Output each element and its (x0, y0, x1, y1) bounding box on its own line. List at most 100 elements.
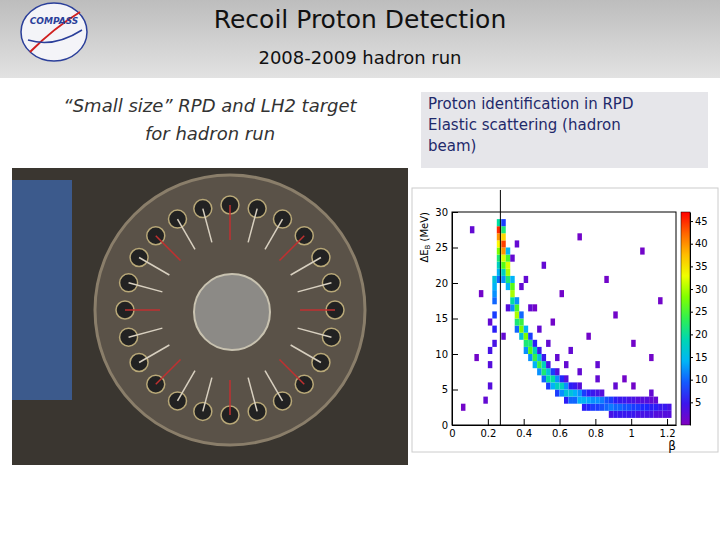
cell (667, 404, 671, 411)
cell (533, 340, 537, 347)
cell (568, 347, 572, 354)
cell (609, 411, 613, 418)
cell (555, 375, 559, 382)
info-line: beam) (428, 137, 476, 155)
cell (577, 233, 581, 240)
cell (613, 382, 617, 389)
tick-label: 30 (695, 284, 708, 295)
tick-mark (452, 319, 458, 320)
cell (555, 354, 559, 361)
tick-mark (690, 266, 693, 267)
cell (631, 340, 635, 347)
cell (492, 290, 496, 297)
y-axis-title: ΔEB (MeV) (419, 212, 432, 263)
cell (645, 404, 649, 411)
photo-cable (139, 345, 169, 363)
tick: 15 (690, 352, 708, 363)
cell (524, 326, 528, 333)
cell (488, 347, 492, 354)
cell (551, 368, 555, 375)
info-line: Elastic scattering (hadron (428, 116, 621, 134)
cell (582, 390, 586, 397)
photo-cable (291, 345, 321, 363)
cell (600, 404, 604, 411)
cell (492, 340, 496, 347)
cell (622, 404, 626, 411)
logo-text: COMPASS (30, 16, 79, 26)
cell (595, 375, 599, 382)
tick: 20 (690, 329, 708, 340)
tick: 10 (435, 349, 458, 360)
cell (640, 411, 644, 418)
tick-mark (452, 248, 458, 249)
cell (510, 297, 514, 304)
cell (649, 390, 653, 397)
cell (564, 382, 568, 389)
cell (492, 297, 496, 304)
photo-cable (265, 219, 283, 249)
cell (510, 283, 514, 290)
tick-mark (452, 390, 458, 391)
logo-ring (21, 3, 87, 61)
cell (564, 397, 568, 404)
tick: 45 (690, 216, 708, 227)
colorbar-axis: 51015202530354045 (690, 213, 708, 426)
cell (528, 333, 532, 340)
cell (506, 304, 510, 311)
cell (564, 361, 568, 368)
cell (649, 354, 653, 361)
cell (519, 319, 523, 326)
cell (501, 226, 505, 233)
tick-label: 20 (435, 278, 448, 289)
photo-cable (156, 359, 181, 384)
tick-label: 15 (435, 313, 448, 324)
tick: 5 (690, 397, 701, 408)
tick-mark (690, 312, 693, 313)
cell (501, 276, 505, 283)
reference-line (500, 190, 501, 425)
cell (501, 269, 505, 276)
cell (604, 276, 608, 283)
photo-cable (229, 205, 231, 240)
tick-label: 1 (629, 428, 635, 439)
cell (640, 397, 644, 404)
tick: 1 (629, 419, 635, 439)
tick-label: 30 (435, 207, 448, 218)
cell (568, 382, 572, 389)
tick: 5 (442, 384, 458, 395)
cell (658, 411, 662, 418)
tick-label: 20 (695, 329, 708, 340)
cell (564, 375, 568, 382)
cell (501, 255, 505, 262)
cell (519, 333, 523, 340)
cell (654, 404, 658, 411)
tick-label: 10 (435, 349, 448, 360)
tick: 20 (435, 278, 458, 289)
cell (582, 404, 586, 411)
photo-cylinder (12, 180, 72, 400)
cell (537, 361, 541, 368)
caption-line: “Small size” RPD and LH2 target (63, 95, 357, 116)
photo-cable (156, 236, 181, 261)
info-box (421, 92, 708, 168)
cell (663, 404, 667, 411)
slide: COMPASSRecoil Proton Detection2008-2009 … (0, 0, 720, 540)
cell (631, 397, 635, 404)
cell (528, 304, 532, 311)
title: Recoil Proton Detection (214, 5, 507, 34)
photo-cable (203, 209, 212, 243)
cell (515, 326, 519, 333)
cell (618, 397, 622, 404)
cell (631, 382, 635, 389)
tick: 0.8 (588, 419, 604, 439)
tick-label: 1.2 (660, 428, 676, 439)
cell (586, 333, 590, 340)
cell (622, 411, 626, 418)
tick-label: 0.8 (588, 428, 604, 439)
cell (519, 283, 523, 290)
cell (519, 311, 523, 318)
tick-label: 45 (695, 216, 708, 227)
photo-cable (139, 258, 169, 276)
cell (613, 411, 617, 418)
cell (640, 248, 644, 255)
